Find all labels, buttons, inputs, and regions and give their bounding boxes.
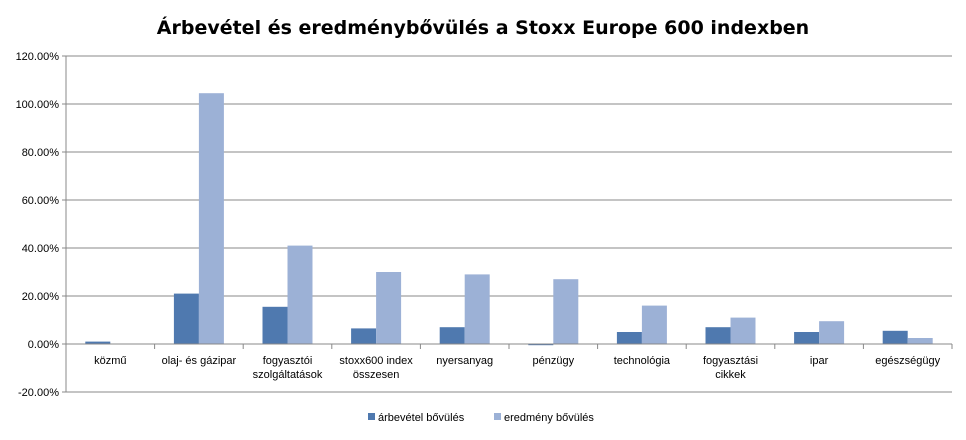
y-tick-label: -20.00%: [18, 387, 59, 399]
bar-series-2: [730, 317, 756, 344]
y-tick-label: 120.00%: [16, 51, 60, 63]
chart-title: Árbevétel és eredménybővülés a Stoxx Eur…: [157, 16, 809, 39]
bars: [85, 93, 933, 346]
bar-series-2: [553, 279, 579, 344]
legend-swatch: [368, 413, 375, 420]
axes: [62, 55, 953, 393]
x-category-label: szolgáltatások: [253, 369, 323, 381]
bar-series-1: [262, 306, 288, 344]
bar-series-2: [376, 272, 402, 344]
legend-label: eredmény bővülés: [504, 412, 594, 424]
bar-series-1: [794, 332, 820, 344]
x-category-label: pénzügy: [533, 355, 575, 367]
bar-series-2: [641, 305, 667, 344]
x-axis-category-labels: közmű olaj- és gázipar fogyasztói szolgálta…: [94, 355, 941, 381]
y-tick-label: 60.00%: [22, 195, 60, 207]
y-tick-label: 0.00%: [28, 339, 59, 351]
legend: árbevétel bővülés eredmény bővülés: [368, 412, 594, 424]
x-category-label: cikkek: [715, 369, 746, 381]
legend-swatch: [494, 413, 501, 420]
bar-series-1: [439, 327, 465, 344]
y-axis-tick-labels: -20.00% 0.00% 20.00% 40.00% 60.00% 80.00% 100.…: [16, 51, 60, 399]
x-category-label: fogyasztói: [263, 355, 313, 367]
y-tick-label: 40.00%: [22, 243, 60, 255]
bar-series-2: [198, 93, 224, 344]
bar-series-2: [907, 338, 933, 344]
x-category-label: fogyasztási: [703, 355, 758, 367]
x-category-label: egészségügy: [875, 355, 940, 367]
x-category-label: közmű: [94, 355, 126, 367]
bar-series-1: [882, 330, 908, 344]
x-category-label: technológia: [614, 355, 671, 367]
bar-series-1: [528, 344, 554, 346]
bar-series-2: [464, 274, 490, 344]
x-category-label: stoxx600 index: [339, 355, 413, 367]
bar-series-2: [287, 245, 313, 344]
x-category-label: olaj- és gázipar: [162, 355, 237, 367]
x-category-label: összesen: [353, 369, 399, 381]
y-tick-label: 80.00%: [22, 147, 60, 159]
x-category-label: ipar: [810, 355, 829, 367]
x-category-label: nyersanyag: [436, 355, 493, 367]
bar-series-1: [173, 293, 199, 344]
bar-series-1: [85, 341, 111, 344]
y-tick-label: 20.00%: [22, 291, 60, 303]
bar-series-1: [616, 332, 642, 344]
y-tick-label: 100.00%: [16, 99, 60, 111]
legend-label: árbevétel bővülés: [378, 412, 465, 424]
bar-series-1: [351, 328, 377, 344]
bar-series-2: [819, 321, 845, 344]
bar-series-1: [705, 327, 731, 344]
